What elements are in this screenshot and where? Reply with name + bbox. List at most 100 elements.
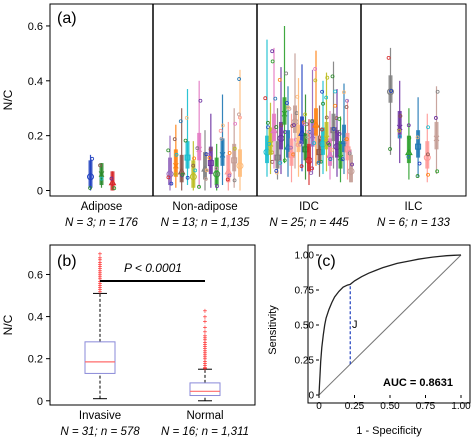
panel-a-cell-point [310, 166, 314, 171]
panel-b-outlier: + [98, 281, 103, 290]
panel-b-outlier: + [203, 363, 208, 372]
panel-a-cell-point [333, 103, 337, 108]
panel-b-outlier: + [203, 357, 208, 366]
panel-a-cell-point [207, 156, 212, 160]
panel-a-cell-point [172, 137, 177, 142]
panel-c-y-tick-label: 1.00 [295, 251, 315, 262]
panel-a-ylabel: N/C [1, 89, 15, 110]
panel-a-cell-point [266, 125, 270, 130]
panel-c: (c) Sensitivity 1 - Specificity 00 0.25 0.… [267, 244, 472, 437]
panel-a-cell-point [225, 177, 230, 182]
panel-a-mean-marker [415, 143, 422, 150]
panel-a-cell-point [327, 142, 332, 147]
panel-a-mean-marker [396, 124, 403, 131]
panel-b-outlier: + [203, 364, 208, 373]
panel-c-y-tick-label: 0.75 [295, 286, 315, 297]
panel-a-cell-point [295, 143, 300, 147]
panel-a-cell-point [267, 141, 271, 146]
panel-b-outlier: + [203, 346, 208, 355]
panel-a-cell-point [388, 147, 392, 151]
panel-a-iqr-bar [434, 121, 439, 150]
panel-a-mean-marker [108, 178, 117, 186]
panel-c-xlabel: 1 - Specificity [356, 425, 422, 437]
panel-a-cell-point [407, 136, 412, 140]
panel-a-cell-point [109, 176, 114, 181]
panel-a-mean-marker [219, 152, 226, 158]
panel-b-outlier: + [203, 342, 208, 351]
panel-a-cell-point [433, 116, 438, 120]
panel-a-mean-marker [288, 151, 295, 158]
panel-a-cell-point [397, 128, 402, 133]
panel-a-iqr-bar [173, 149, 178, 177]
panel-c-y-tick-label: 0.50 [295, 321, 315, 332]
panel-b-outlier: + [203, 338, 208, 347]
panel-c-axes: 00 0.25 0.25 0.50 0.50 0.75 0.75 1.00 1.00 [295, 251, 472, 413]
panel-a-cell-point [216, 172, 220, 177]
panel-a-cell-point [398, 134, 402, 139]
panel-a-cell-point [184, 115, 189, 120]
panel-a-cell-point [313, 78, 318, 83]
panel-a-cell-point [298, 140, 303, 145]
panel-a-iqr-bar [296, 124, 301, 153]
panel-a-cell-point [178, 119, 183, 124]
panel-a-cell-point [288, 145, 293, 150]
panel-a-cell-point [340, 157, 345, 162]
panel-a-cell-point [345, 98, 349, 103]
panel-a-cell-point [342, 90, 346, 95]
panel-a-cell-point [435, 169, 440, 174]
panel-a-cell-point [304, 122, 309, 127]
panel-b-y-axis: 0 0.2 0.4 0.6 [28, 269, 50, 408]
panel-a-cell-point [330, 74, 335, 79]
panel-a-cell-point [386, 55, 391, 60]
panel-a-cell-point [309, 171, 313, 176]
panel-a-cell-point [286, 105, 291, 110]
panel-a-iqr-bar [338, 141, 343, 169]
panel-a: (a) N/C 0 0.2 0.4 0.6 Adipose N = 3; n = 176… [1, 3, 467, 229]
panel-a-group-label: IDC [299, 201, 319, 213]
panel-b-group-stats: N = 16; n = 1,311 [161, 426, 249, 438]
panel-a-cell-point [88, 186, 92, 190]
panel-b-outlier: + [98, 262, 103, 271]
panel-b-outlier: + [98, 287, 103, 296]
panel-a-mean-marker [405, 148, 413, 156]
panel-c-j-label: J [352, 319, 358, 331]
panel-a-cell-point [302, 122, 307, 126]
panel-a-frame [49, 3, 467, 197]
panel-a-cell-point [219, 136, 224, 141]
panel-a-marks [87, 25, 440, 191]
panel-c-x-tick-label: 1.00 [451, 401, 471, 412]
panel-b-ylabel: N/C [1, 314, 15, 335]
panel-a-iqr-bar [324, 121, 329, 150]
panel-a-cell-point [112, 186, 117, 191]
panel-a-mean-marker [347, 167, 355, 175]
panel-a-cell-point [337, 117, 342, 121]
panel-a-mean-marker [231, 157, 238, 164]
panel-a-cell-point [237, 112, 241, 117]
panel-c-y-tick-label: 0 [308, 391, 314, 402]
panel-b-group-label: Normal [186, 410, 223, 422]
panel-a-cell-point [350, 162, 354, 167]
panel-b-outlier: + [203, 323, 208, 332]
panel-a-cell-point [310, 119, 314, 124]
panel-a-iqr-bar [110, 171, 115, 191]
panel-b-outlier: + [98, 254, 103, 263]
panel-a-cell-point [191, 163, 196, 168]
panel-a-cell-point [263, 96, 268, 101]
panel-a-cell-point [295, 94, 300, 99]
panel-a-cell-point [270, 49, 275, 54]
panel-a-mean-marker [281, 110, 288, 117]
panel-a-cell-point [329, 147, 334, 152]
panel-b-marks: ++++++++++++++++++++++++++++++++++++++++ [84, 249, 221, 402]
panel-a-cell-point [321, 101, 325, 106]
panel-a-cell-point [337, 129, 341, 134]
panel-a-cell-point [312, 141, 316, 146]
panel-a-mean-marker [172, 162, 179, 169]
panel-a-y-tick-label: 0.6 [28, 21, 43, 33]
panel-a-iqr-bar [282, 97, 287, 125]
panel-a-cell-point [285, 101, 289, 105]
panel-a-mean-marker [344, 146, 351, 153]
panel-a-cell-point [278, 160, 283, 165]
panel-c-x-tick-label: 0.50 [380, 401, 400, 412]
panel-a-cell-point [99, 176, 104, 181]
